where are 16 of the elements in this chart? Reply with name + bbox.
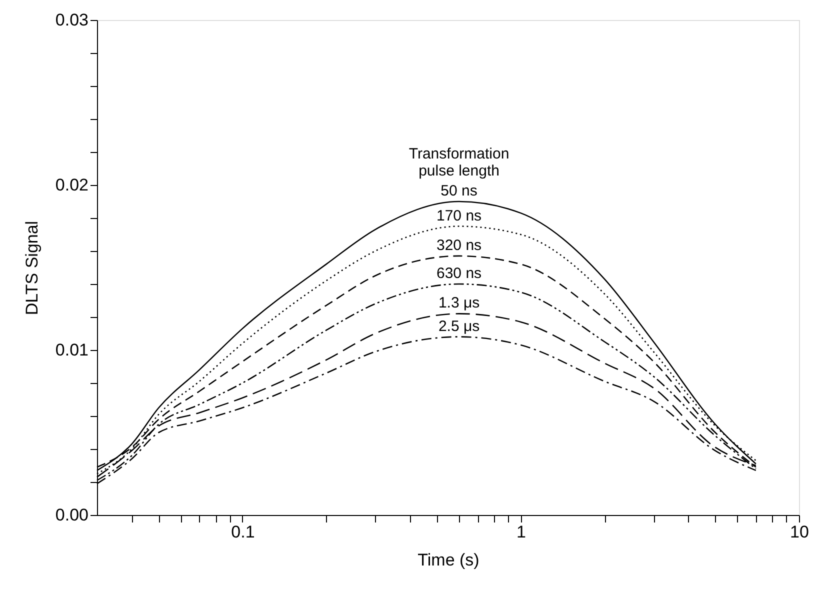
series-label: 2.5 μs bbox=[438, 318, 480, 335]
x-tick-label: 10 bbox=[790, 522, 809, 542]
legend-title: Transformation pulse length bbox=[408, 146, 510, 180]
y-tick-label: 0.01 bbox=[55, 340, 88, 360]
y-tick-label: 0.02 bbox=[55, 176, 88, 194]
x-tick-label: 0.1 bbox=[231, 522, 255, 542]
series-label: 170 ns bbox=[436, 207, 482, 224]
x-tick-label: 1 bbox=[516, 522, 526, 542]
series-label: 50 ns bbox=[440, 182, 478, 200]
series-label: 630 ns bbox=[436, 265, 482, 282]
series-label: 320 ns bbox=[436, 236, 482, 254]
x-axis-title: Time (s) bbox=[418, 550, 480, 570]
y-tick-label: 0.00 bbox=[55, 506, 88, 524]
y-tick-label: 0.03 bbox=[55, 10, 88, 30]
series-label: 1.3 μs bbox=[438, 294, 480, 312]
y-axis-title: DLTS Signal bbox=[22, 220, 42, 316]
